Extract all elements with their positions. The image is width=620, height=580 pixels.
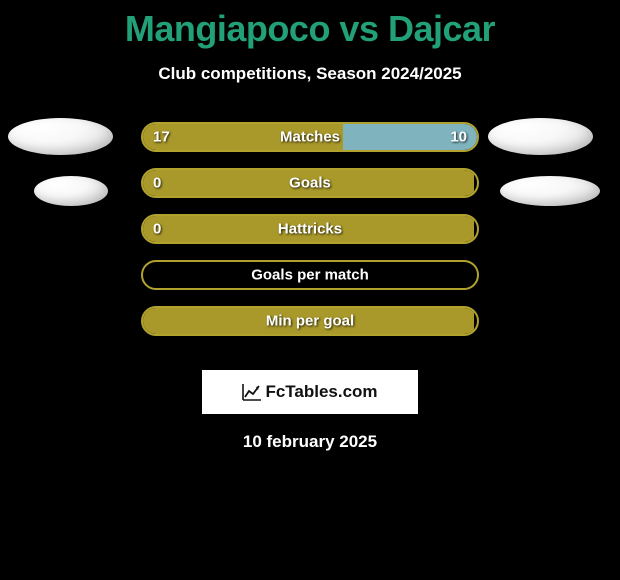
- bar-track: Goals per match: [141, 260, 479, 290]
- logo-text: FcTables.com: [265, 382, 377, 402]
- stat-row: Min per goal: [0, 306, 620, 352]
- avatar: [500, 176, 600, 206]
- avatar: [8, 118, 113, 155]
- bar-value-left: 17: [153, 129, 170, 146]
- page-subtitle: Club competitions, Season 2024/2025: [0, 64, 620, 84]
- bar-value-left: 0: [153, 175, 161, 192]
- bar-track: Hattricks 0: [141, 214, 479, 244]
- bar-label: Min per goal: [266, 313, 354, 330]
- logo: FcTables.com: [242, 382, 377, 402]
- page-title: Mangiapoco vs Dajcar: [0, 0, 620, 50]
- chart-icon: [242, 383, 262, 401]
- bar-value-right: 10: [450, 129, 467, 146]
- stat-row: Hattricks 0: [0, 214, 620, 260]
- bar-track: Goals 0: [141, 168, 479, 198]
- stat-area: Matches 17 10 Goals 0 Hattricks 0 Goals per mat…: [0, 122, 620, 352]
- avatar: [34, 176, 108, 206]
- date-text: 10 february 2025: [0, 432, 620, 452]
- logo-box: FcTables.com: [202, 370, 418, 414]
- bar-label: Goals per match: [251, 267, 369, 284]
- bar-track: Min per goal: [141, 306, 479, 336]
- stat-row: Goals per match: [0, 260, 620, 306]
- bar-label: Matches: [280, 129, 340, 146]
- bar-label: Goals: [289, 175, 331, 192]
- bar-track: Matches 17 10: [141, 122, 479, 152]
- avatar: [488, 118, 593, 155]
- bar-value-left: 0: [153, 221, 161, 238]
- bar-label: Hattricks: [278, 221, 342, 238]
